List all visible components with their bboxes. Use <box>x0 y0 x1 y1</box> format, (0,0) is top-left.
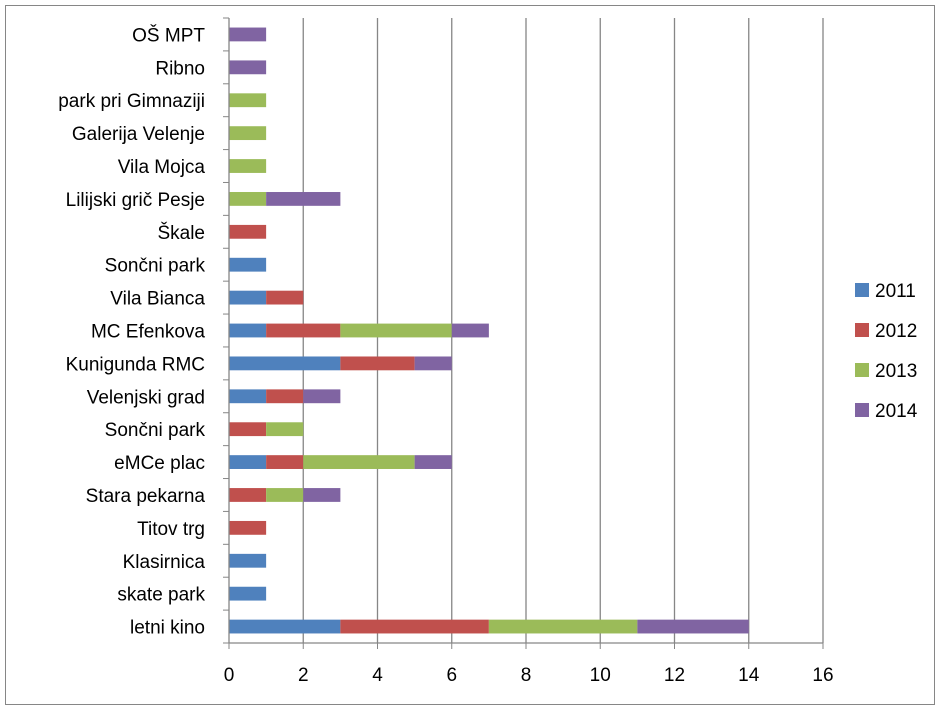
legend-swatch-2013 <box>855 363 869 377</box>
bar-segment-2014 <box>451 323 489 338</box>
legend-label-2014: 2014 <box>875 401 918 422</box>
category-label: MC Efenkova <box>91 322 205 343</box>
category-labels: letni kino skate park Klasirnica Titov trg S… <box>58 24 205 638</box>
bar-segment-2012 <box>266 455 304 469</box>
category-label: Vila Bianca <box>110 289 205 310</box>
bar-segment-2012 <box>229 224 267 239</box>
legend-swatch-2012 <box>855 323 869 337</box>
bar-segment-2013 <box>229 126 267 141</box>
category-label: eMCe plac <box>114 453 205 474</box>
bar-segment-2011 <box>229 389 267 404</box>
bar-segment-2011 <box>229 356 341 371</box>
legend: 2011 2012 2013 2014 <box>855 281 918 422</box>
x-tick-labels: 0 2 4 6 8 10 12 14 16 <box>224 665 834 686</box>
bar-segment-2012 <box>229 488 267 502</box>
category-label: Stara pekarna <box>86 486 206 507</box>
bar-segment-2011 <box>229 586 267 601</box>
x-tick-label: 10 <box>590 665 611 686</box>
bar-segment-2012 <box>229 422 267 437</box>
category-label: Velenjski grad <box>87 387 205 408</box>
axes <box>223 17 824 649</box>
bar-segment-2013 <box>266 488 304 502</box>
category-label: Titov trg <box>137 519 205 540</box>
legend-swatch-2011 <box>855 283 869 297</box>
category-label: Vila Mojca <box>118 157 206 178</box>
bar-segment-2013 <box>229 159 267 173</box>
category-label: Klasirnica <box>123 552 206 573</box>
bar-segment-2014 <box>303 389 341 404</box>
bar-segment-2012 <box>266 290 304 305</box>
legend-swatch-2014 <box>855 403 869 417</box>
bar-segment-2012 <box>266 323 341 338</box>
bar-segment-2011 <box>229 257 267 272</box>
bar-segment-2011 <box>229 323 267 338</box>
x-tick-label: 4 <box>372 665 383 686</box>
category-label: Sončni park <box>105 256 206 277</box>
bars <box>229 27 749 634</box>
bar-segment-2012 <box>340 619 489 634</box>
bar-segment-2014 <box>266 192 341 206</box>
bar-segment-2013 <box>266 422 304 437</box>
bar-segment-2012 <box>229 520 267 535</box>
category-label: Sončni park <box>105 420 206 441</box>
bar-segment-2011 <box>229 455 267 469</box>
category-label: Škale <box>157 222 205 244</box>
category-label: OŠ MPT <box>132 24 205 46</box>
category-label: Kunigunda RMC <box>66 354 205 375</box>
gridlines <box>302 18 824 643</box>
x-tick-label: 6 <box>446 665 457 686</box>
x-tick-label: 16 <box>812 665 833 686</box>
legend-label-2013: 2013 <box>875 361 917 382</box>
bar-segment-2014 <box>637 619 749 634</box>
bar-segment-2013 <box>303 455 415 469</box>
legend-label-2012: 2012 <box>875 321 917 342</box>
x-tick-label: 2 <box>298 665 309 686</box>
bar-segment-2012 <box>266 389 304 404</box>
x-tick-label: 0 <box>224 665 235 686</box>
bar-segment-2014 <box>414 356 452 371</box>
chart-area <box>5 5 935 705</box>
category-label: Lilijski grič Pesje <box>66 190 205 211</box>
bar-segment-2011 <box>229 553 267 568</box>
bar-segment-2013 <box>229 192 267 206</box>
bar-segment-2011 <box>229 290 267 305</box>
bar-segment-2014 <box>229 27 267 42</box>
bar-segment-2013 <box>340 323 452 338</box>
x-tick-label: 14 <box>738 665 760 686</box>
bar-segment-2013 <box>229 93 267 108</box>
bar-segment-2014 <box>229 60 267 75</box>
bar-segment-2012 <box>340 356 415 371</box>
legend-label-2011: 2011 <box>875 281 916 302</box>
category-label: Galerija Velenje <box>72 124 205 145</box>
x-tick-label: 12 <box>664 665 685 686</box>
bar-segment-2011 <box>229 619 341 634</box>
bar-segment-2014 <box>303 488 341 502</box>
category-label: skate park <box>117 585 205 606</box>
category-label: Ribno <box>155 58 205 79</box>
category-label: park pri Gimnaziji <box>58 91 205 112</box>
category-label: letni kino <box>130 618 205 639</box>
x-tick-label: 8 <box>521 665 532 686</box>
bar-segment-2014 <box>414 455 452 469</box>
bar-segment-2013 <box>488 619 638 634</box>
